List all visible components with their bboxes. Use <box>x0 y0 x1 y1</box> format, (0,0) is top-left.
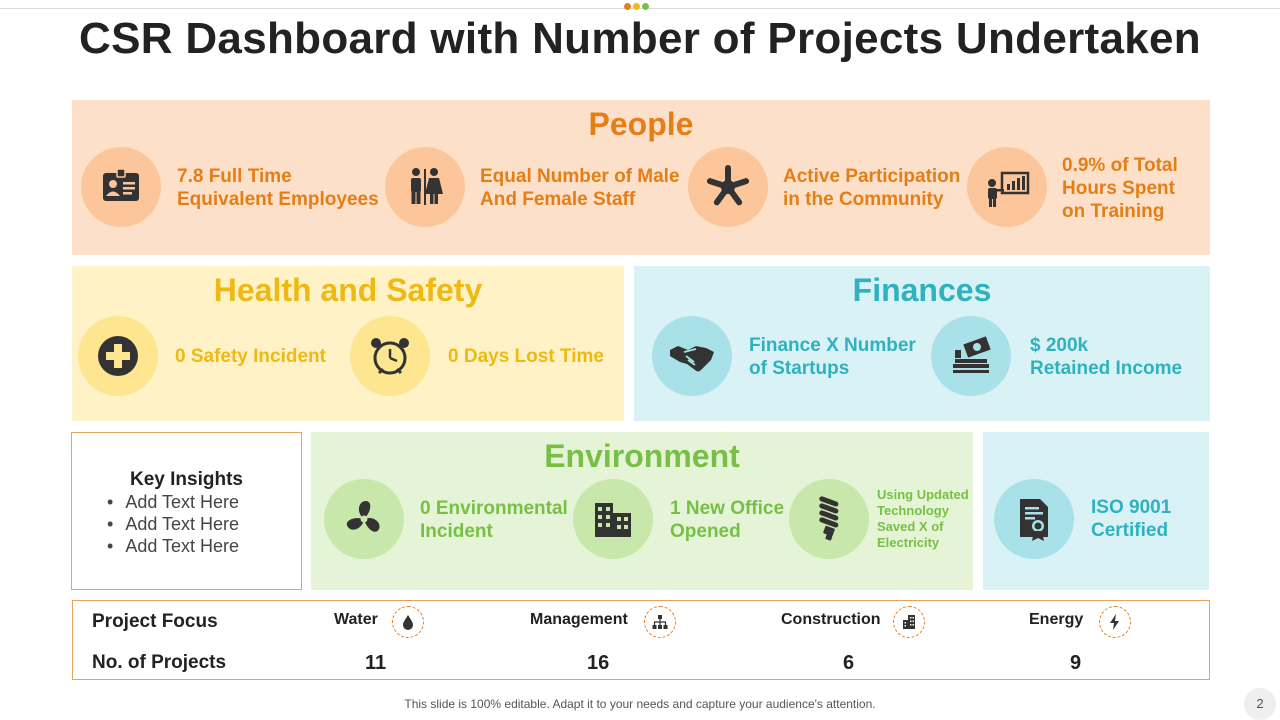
water-drop-icon <box>392 606 424 638</box>
community-hands-icon <box>688 147 768 227</box>
header-dots <box>624 3 649 10</box>
people-item-1-text: 7.8 Full Time Equivalent Employees <box>177 166 379 210</box>
people-item-2-text: Equal Number of Male And Female Staff <box>480 166 680 210</box>
handshake-icon <box>652 316 732 396</box>
medical-cross-icon <box>78 316 158 396</box>
retained-income-text: $ 200k Retained Income <box>1030 335 1183 379</box>
people-panel: People 7.8 Full Time Equivalent Employee… <box>72 100 1210 255</box>
top-divider <box>0 8 1280 9</box>
key-insights-title: Key Insights <box>130 469 243 490</box>
green-dot <box>642 3 649 10</box>
category-water: Water <box>334 611 378 628</box>
health-safety-title: Health and Safety <box>213 272 483 308</box>
yellow-dot <box>633 3 640 10</box>
category-management: Management <box>530 611 628 628</box>
alarm-clock-icon <box>350 316 430 396</box>
male-female-icon <box>385 147 465 227</box>
finance-startups-text: Finance X Number of Startups <box>749 335 916 379</box>
money-stack-icon <box>931 316 1011 396</box>
iso-certified-text: ISO 9001 Certified <box>1091 497 1172 541</box>
id-card-icon <box>81 147 161 227</box>
certificate-icon <box>994 479 1074 559</box>
days-lost-text: 0 Days Lost Time <box>448 346 604 367</box>
orange-dot <box>624 3 631 10</box>
project-focus-table: Project Focus No. of Projects Water 11 M… <box>72 600 1210 680</box>
environment-title: Environment <box>544 438 740 474</box>
project-focus-label: Project Focus <box>92 611 218 632</box>
environment-panel: Environment 0 Environmental Incident 1 N… <box>311 432 973 590</box>
presentation-icon <box>967 147 1047 227</box>
people-item-4-text: 0.9% of Total Hours Spent on Training <box>1062 155 1178 222</box>
project-count-label: No. of Projects <box>92 652 227 673</box>
footer-note: This slide is 100% editable. Adapt it to… <box>404 697 876 711</box>
insight-item: Add Text Here <box>107 535 239 557</box>
health-safety-panel: Health and Safety 0 Safety Incident 0 Da… <box>72 266 624 421</box>
org-chart-icon <box>644 606 676 638</box>
environmental-incident-text: 0 Environmental Incident <box>420 498 568 542</box>
updated-technology-text: Using Updated Technology Saved X of Elec… <box>877 487 969 550</box>
new-office-text: 1 New Office Opened <box>670 498 785 542</box>
count-water: 11 <box>365 652 387 674</box>
office-building-icon <box>573 479 653 559</box>
key-insights-box: Key Insights Add Text Here Add Text Here… <box>71 432 302 590</box>
people-item-3-text: Active Participation in the Community <box>783 166 961 210</box>
page-number: 2 <box>1244 688 1276 720</box>
finances-panel: Finances Finance X Number of Startups $ … <box>634 266 1210 421</box>
light-bulb-icon <box>789 479 869 559</box>
lightning-icon <box>1099 606 1131 638</box>
iso-panel: ISO 9001 Certified <box>983 432 1209 590</box>
count-energy: 9 <box>1070 652 1082 674</box>
category-energy: Energy <box>1029 611 1084 628</box>
building-icon <box>893 606 925 638</box>
insight-item: Add Text Here <box>107 491 239 513</box>
people-title: People <box>588 106 694 142</box>
finances-title: Finances <box>852 272 992 308</box>
insight-item: Add Text Here <box>107 513 239 535</box>
safety-incident-text: 0 Safety Incident <box>175 346 326 367</box>
page-title: CSR Dashboard with Number of Projects Un… <box>79 14 1201 63</box>
key-insights-list: Add Text Here Add Text Here Add Text Her… <box>107 491 239 557</box>
fan-icon <box>324 479 404 559</box>
count-construction: 6 <box>843 652 855 674</box>
category-construction: Construction <box>781 611 881 628</box>
count-management: 16 <box>587 652 610 674</box>
